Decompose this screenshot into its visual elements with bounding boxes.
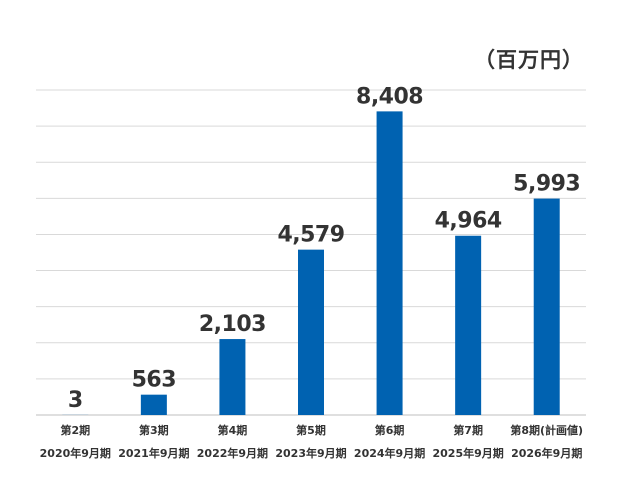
tick-label-period-5: 第6期 <box>375 423 405 437</box>
data-label-2: 563 <box>132 368 176 393</box>
bar-2 <box>140 394 167 415</box>
tick-label-date-6: 2025年9月期 <box>433 446 504 460</box>
tick-label-date-1: 2020年9月期 <box>40 446 111 460</box>
data-label-7: 5,993 <box>513 172 580 197</box>
bar-3 <box>219 339 246 415</box>
tick-label-date-5: 2024年9月期 <box>354 446 425 460</box>
bar-4 <box>298 249 324 415</box>
tick-label-period-1: 第2期 <box>60 423 90 437</box>
data-label-5: 8,408 <box>356 84 423 109</box>
bar-5 <box>376 111 403 415</box>
data-label-3: 2,103 <box>199 312 266 337</box>
tick-label-date-7: 2026年9月期 <box>511 446 582 460</box>
tick-label-period-7: 第8期(計画値) <box>510 423 583 437</box>
data-label-4: 4,579 <box>277 223 344 248</box>
tick-label-period-4: 第5期 <box>296 423 326 437</box>
tick-label-date-4: 2023年9月期 <box>275 446 346 460</box>
tick-label-date-2: 2021年9月期 <box>118 446 189 460</box>
data-label-1: 3 <box>68 388 83 413</box>
tick-label-period-3: 第4期 <box>218 423 248 437</box>
gridlines <box>36 89 586 380</box>
tick-label-period-6: 第7期 <box>453 423 483 437</box>
unit-label: （百万円） <box>474 48 584 72</box>
data-label-6: 4,964 <box>435 209 502 234</box>
tick-label-period-2: 第3期 <box>139 423 169 437</box>
bar-7 <box>533 198 560 415</box>
tick-label-date-3: 2022年9月期 <box>197 446 268 460</box>
bar-6 <box>455 235 482 415</box>
